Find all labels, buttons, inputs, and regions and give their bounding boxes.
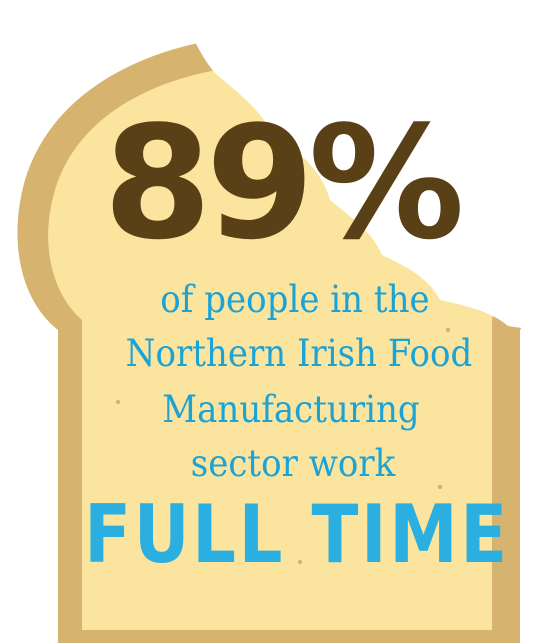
crumb-dot xyxy=(115,399,121,405)
body-line-4: sector work xyxy=(190,442,396,485)
body-line-3: Manufacturing xyxy=(162,388,420,431)
headline-percentage: 89% xyxy=(103,92,464,274)
crumb-dot xyxy=(445,327,451,333)
body-line-1: of people in the xyxy=(160,278,430,321)
body-line-2: Northern Irish Food xyxy=(125,332,473,375)
bite-mark-shape xyxy=(180,0,546,332)
crumb-dot xyxy=(297,559,303,565)
crumb-dot xyxy=(437,484,443,490)
emphasis-text: FULL TIME xyxy=(84,488,510,581)
